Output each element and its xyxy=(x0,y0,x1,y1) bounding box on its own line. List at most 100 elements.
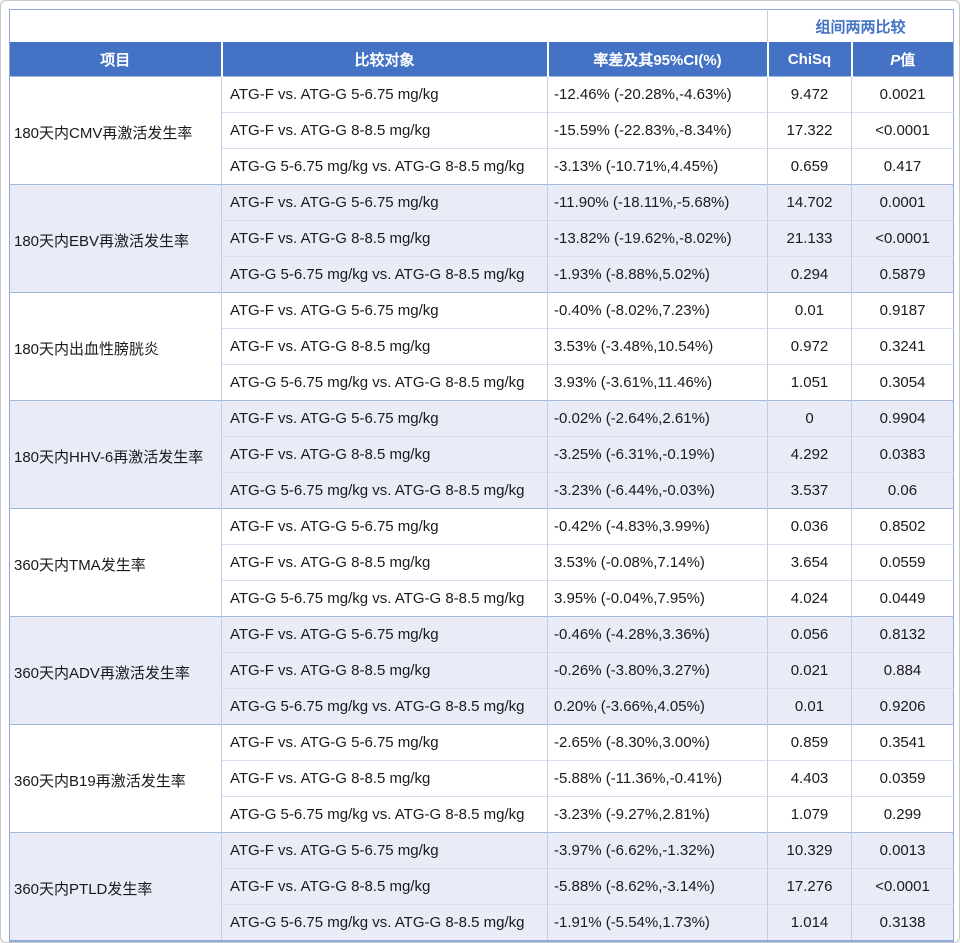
spanner-label: 组间两两比较 xyxy=(766,9,954,42)
comparison-cell: ATG-F vs. ATG-G 8-8.5 mg/kg xyxy=(221,652,548,689)
ci-cell: -3.13% (-10.71%,4.45%) xyxy=(547,148,768,185)
comparison-cell: ATG-F vs. ATG-G 5-6.75 mg/kg xyxy=(221,724,548,761)
ci-cell: -13.82% (-19.62%,-8.02%) xyxy=(547,220,768,257)
chisq-cell: 1.051 xyxy=(767,364,852,401)
chisq-cell: 0.056 xyxy=(767,616,852,653)
p-cell: 0.0449 xyxy=(850,580,954,617)
table-row: ATG-F vs. ATG-G 8-8.5 mg/kg -3.25% (-6.3… xyxy=(10,436,954,473)
p-cell: 0.884 xyxy=(850,652,954,689)
table-row: ATG-F vs. ATG-G 8-8.5 mg/kg -13.82% (-19… xyxy=(10,220,954,257)
item-cell: 360天内PTLD发生率 xyxy=(9,832,222,941)
p-cell: <0.0001 xyxy=(850,220,954,257)
chisq-cell: 17.322 xyxy=(767,112,852,149)
item-cell: 180天内EBV再激活发生率 xyxy=(9,184,222,293)
p-cell: 0.8132 xyxy=(850,616,954,653)
p-cell: 0.0559 xyxy=(850,544,954,581)
comparison-cell: ATG-F vs. ATG-G 5-6.75 mg/kg xyxy=(221,76,548,113)
table-row: ATG-F vs. ATG-G 8-8.5 mg/kg -5.88% (-11.… xyxy=(10,760,954,797)
comparison-cell: ATG-G 5-6.75 mg/kg vs. ATG-G 8-8.5 mg/kg xyxy=(221,796,548,833)
p-cell: 0.9206 xyxy=(850,688,954,725)
ci-cell: -0.26% (-3.80%,3.27%) xyxy=(547,652,768,689)
ci-cell: -5.88% (-8.62%,-3.14%) xyxy=(547,868,768,905)
comparison-cell: ATG-G 5-6.75 mg/kg vs. ATG-G 8-8.5 mg/kg xyxy=(221,256,548,293)
p-cell: 0.5879 xyxy=(850,256,954,293)
table-row: ATG-F vs. ATG-G 8-8.5 mg/kg 3.53% (-0.08… xyxy=(10,544,954,581)
table-row: 360天内ADV再激活发生率 ATG-F vs. ATG-G 5-6.75 mg… xyxy=(9,616,954,725)
p-cell: 0.9904 xyxy=(850,400,954,437)
table-row: ATG-G 5-6.75 mg/kg vs. ATG-G 8-8.5 mg/kg… xyxy=(10,364,954,401)
table-row: ATG-G 5-6.75 mg/kg vs. ATG-G 8-8.5 mg/kg… xyxy=(10,472,954,509)
p-cell: 0.0013 xyxy=(850,832,954,869)
p-rest: 值 xyxy=(900,51,916,69)
table-row: ATG-G 5-6.75 mg/kg vs. ATG-G 8-8.5 mg/kg… xyxy=(10,148,954,185)
chisq-cell: 0.294 xyxy=(767,256,852,293)
p-cell: 0.3138 xyxy=(850,904,954,941)
p-cell: 0.3241 xyxy=(850,328,954,365)
ci-cell: -3.23% (-9.27%,2.81%) xyxy=(547,796,768,833)
comparison-cell: ATG-F vs. ATG-G 8-8.5 mg/kg xyxy=(221,328,548,365)
p-cell: 0.3054 xyxy=(850,364,954,401)
comparison-cell: ATG-F vs. ATG-G 8-8.5 mg/kg xyxy=(221,436,548,473)
chisq-cell: 17.276 xyxy=(767,868,852,905)
column-header-row: 项目 比较对象 率差及其95%CI(%) ChiSq P值 xyxy=(9,42,954,77)
chisq-cell: 0.01 xyxy=(767,688,852,725)
table-row: ATG-G 5-6.75 mg/kg vs. ATG-G 8-8.5 mg/kg… xyxy=(10,904,954,941)
table-row: 180天内HHV-6再激活发生率 ATG-F vs. ATG-G 5-6.75 … xyxy=(9,400,954,509)
chisq-cell: 4.292 xyxy=(767,436,852,473)
table-row: 180天内出血性膀胱炎 ATG-F vs. ATG-G 5-6.75 mg/kg… xyxy=(9,292,954,401)
comparison-cell: ATG-F vs. ATG-G 5-6.75 mg/kg xyxy=(221,508,548,545)
p-cell: 0.8502 xyxy=(850,508,954,545)
comparison-table: 组间两两比较 项目 比较对象 率差及其95%CI(%) ChiSq P值 180… xyxy=(9,9,955,942)
ci-cell: 3.95% (-0.04%,7.95%) xyxy=(547,580,768,617)
table-row: 360天内TMA发生率 ATG-F vs. ATG-G 5-6.75 mg/kg… xyxy=(9,508,954,617)
p-cell: 0.0001 xyxy=(850,184,954,221)
ci-cell: 3.53% (-3.48%,10.54%) xyxy=(547,328,768,365)
chisq-cell: 3.654 xyxy=(767,544,852,581)
comparison-cell: ATG-G 5-6.75 mg/kg vs. ATG-G 8-8.5 mg/kg xyxy=(221,580,548,617)
p-cell: 0.417 xyxy=(850,148,954,185)
comparison-cell: ATG-F vs. ATG-G 5-6.75 mg/kg xyxy=(221,184,548,221)
p-cell: 0.3541 xyxy=(850,724,954,761)
ci-cell: -1.93% (-8.88%,5.02%) xyxy=(547,256,768,293)
column-header-chisq: ChiSq xyxy=(766,42,852,77)
ci-cell: -0.46% (-4.28%,3.36%) xyxy=(547,616,768,653)
chisq-cell: 0.021 xyxy=(767,652,852,689)
table-row: ATG-G 5-6.75 mg/kg vs. ATG-G 8-8.5 mg/kg… xyxy=(10,256,954,293)
chisq-cell: 0 xyxy=(767,400,852,437)
ci-cell: -5.88% (-11.36%,-0.41%) xyxy=(547,760,768,797)
ci-cell: -15.59% (-22.83%,-8.34%) xyxy=(547,112,768,149)
p-cell: <0.0001 xyxy=(850,112,954,149)
chisq-cell: 14.702 xyxy=(767,184,852,221)
table-row: ATG-F vs. ATG-G 8-8.5 mg/kg -0.26% (-3.8… xyxy=(10,652,954,689)
table-row: ATG-G 5-6.75 mg/kg vs. ATG-G 8-8.5 mg/kg… xyxy=(10,580,954,617)
chisq-cell: 1.014 xyxy=(767,904,852,941)
table-row: ATG-G 5-6.75 mg/kg vs. ATG-G 8-8.5 mg/kg… xyxy=(10,796,954,833)
p-cell: 0.06 xyxy=(850,472,954,509)
p-cell: 0.0359 xyxy=(850,760,954,797)
p-cell: <0.0001 xyxy=(850,868,954,905)
comparison-cell: ATG-F vs. ATG-G 5-6.75 mg/kg xyxy=(221,832,548,869)
ci-cell: -0.40% (-8.02%,7.23%) xyxy=(547,292,768,329)
p-cell: 0.0021 xyxy=(850,76,954,113)
table-row: ATG-G 5-6.75 mg/kg vs. ATG-G 8-8.5 mg/kg… xyxy=(10,688,954,725)
chisq-cell: 0.659 xyxy=(767,148,852,185)
comparison-cell: ATG-F vs. ATG-G 8-8.5 mg/kg xyxy=(221,112,548,149)
chisq-cell: 21.133 xyxy=(767,220,852,257)
comparison-cell: ATG-G 5-6.75 mg/kg vs. ATG-G 8-8.5 mg/kg xyxy=(221,904,548,941)
comparison-cell: ATG-G 5-6.75 mg/kg vs. ATG-G 8-8.5 mg/kg xyxy=(221,688,548,725)
ci-cell: -3.97% (-6.62%,-1.32%) xyxy=(547,832,768,869)
ci-cell: -12.46% (-20.28%,-4.63%) xyxy=(547,76,768,113)
ci-cell: -11.90% (-18.11%,-5.68%) xyxy=(547,184,768,221)
table-row: 180天内EBV再激活发生率 ATG-F vs. ATG-G 5-6.75 mg… xyxy=(9,184,954,293)
chisq-cell: 3.537 xyxy=(767,472,852,509)
item-cell: 180天内CMV再激活发生率 xyxy=(9,76,222,185)
p-italic: P xyxy=(890,51,901,69)
ci-cell: -3.25% (-6.31%,-0.19%) xyxy=(547,436,768,473)
comparison-cell: ATG-G 5-6.75 mg/kg vs. ATG-G 8-8.5 mg/kg xyxy=(221,364,548,401)
ci-cell: -2.65% (-8.30%,3.00%) xyxy=(547,724,768,761)
ci-cell: -3.23% (-6.44%,-0.03%) xyxy=(547,472,768,509)
chisq-cell: 4.024 xyxy=(767,580,852,617)
chisq-cell: 0.859 xyxy=(767,724,852,761)
ci-cell: 0.20% (-3.66%,4.05%) xyxy=(547,688,768,725)
